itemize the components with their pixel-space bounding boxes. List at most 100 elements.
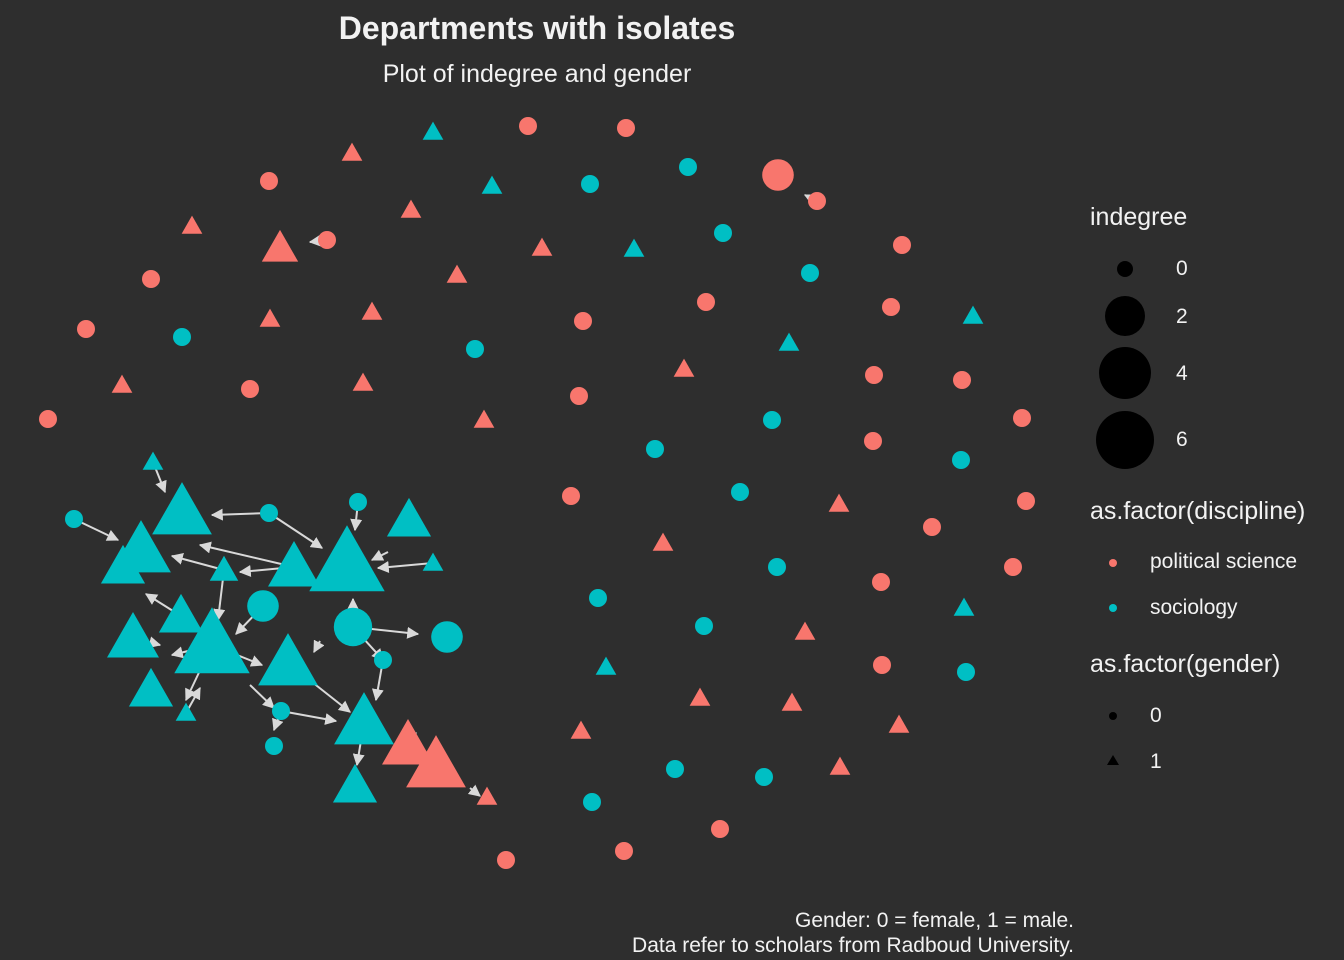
node-95	[332, 763, 378, 803]
node-92	[666, 760, 684, 778]
edge-4	[210, 508, 270, 521]
node-78	[873, 656, 891, 674]
node-59	[268, 541, 320, 587]
node-22	[882, 298, 900, 316]
node-80	[957, 663, 975, 681]
caption-line-2: Data refer to scholars from Radboud Univ…	[632, 934, 1074, 957]
node-44	[952, 451, 970, 469]
node-4	[679, 158, 697, 176]
node-96	[476, 786, 498, 805]
node-85	[175, 702, 197, 721]
chart-title: Departments with isolates	[338, 10, 736, 46]
legend-size-glyph-2	[1105, 296, 1145, 336]
edge-18	[313, 639, 325, 654]
node-60	[209, 555, 239, 581]
legend-color-title: as.factor(discipline)	[1090, 497, 1306, 525]
node-100	[497, 851, 515, 869]
node-3	[341, 142, 363, 161]
node-15	[531, 237, 553, 256]
legend-shape-label-0: 0	[1150, 704, 1162, 727]
legend-shape-glyph-0	[1109, 712, 1117, 720]
node-68	[953, 597, 975, 616]
legend-color-label-political-science: political science	[1150, 550, 1298, 573]
caption-line-1: Gender: 0 = female, 1 = male.	[795, 909, 1074, 932]
node-67	[247, 590, 279, 622]
node-66	[589, 589, 607, 607]
node-11	[181, 215, 203, 234]
node-98	[711, 820, 729, 838]
node-81	[128, 667, 174, 707]
node-48	[1017, 492, 1035, 510]
node-83	[781, 692, 803, 711]
node-63	[1004, 558, 1022, 576]
node-29	[778, 332, 800, 351]
chart-subtitle: Plot of indegree and gender	[382, 60, 692, 88]
legend-size-label-2: 2	[1176, 305, 1188, 328]
node-6	[260, 172, 278, 190]
node-7	[581, 175, 599, 193]
node-87	[888, 714, 910, 733]
node-26	[962, 305, 984, 324]
node-75	[174, 607, 250, 674]
node-94	[755, 768, 773, 786]
node-84	[272, 702, 290, 720]
node-45	[142, 451, 164, 470]
node-97	[583, 793, 601, 811]
legend-size-label-6: 6	[1176, 428, 1188, 451]
legend-size-glyph-4	[1099, 347, 1151, 399]
node-55	[923, 518, 941, 536]
node-35	[352, 372, 374, 391]
node-8	[481, 175, 503, 194]
nodes-layer	[39, 117, 1035, 869]
node-54	[386, 497, 432, 537]
node-16	[623, 238, 645, 257]
legend-color-glyph-sociology	[1109, 604, 1117, 612]
node-64	[100, 544, 146, 584]
edges-layer	[73, 194, 818, 797]
node-43	[646, 440, 664, 458]
node-51	[152, 482, 212, 535]
node-49	[828, 493, 850, 512]
node-56	[652, 532, 674, 551]
node-17	[893, 236, 911, 254]
node-33	[953, 371, 971, 389]
node-18	[801, 264, 819, 282]
node-1	[617, 119, 635, 137]
node-40	[763, 411, 781, 429]
legend-size-glyph-6	[1096, 411, 1154, 469]
node-14	[261, 229, 299, 262]
edge-25	[280, 710, 338, 725]
legend-glyphs	[1096, 261, 1154, 765]
edge-26	[249, 684, 275, 709]
node-23	[361, 301, 383, 320]
legend-color-glyph-political-science	[1109, 559, 1117, 567]
node-42	[864, 432, 882, 450]
node-13	[318, 231, 336, 249]
node-30	[466, 340, 484, 358]
node-90	[265, 737, 283, 755]
legend-shape-title: as.factor(gender)	[1090, 650, 1281, 678]
node-71	[695, 617, 713, 635]
node-52	[260, 504, 278, 522]
node-12	[714, 224, 732, 242]
node-2	[422, 121, 444, 140]
node-86	[334, 692, 394, 745]
node-76	[258, 633, 318, 686]
node-72	[794, 621, 816, 640]
legend-size-title: indegree	[1090, 203, 1188, 231]
node-31	[673, 358, 695, 377]
node-20	[142, 270, 160, 288]
node-19	[446, 264, 468, 283]
node-93	[829, 756, 851, 775]
node-47	[562, 487, 580, 505]
node-74	[107, 612, 159, 658]
node-82	[689, 687, 711, 706]
legend-size-label-4: 4	[1176, 362, 1188, 385]
edge-9	[170, 553, 225, 571]
edge-10	[370, 549, 389, 561]
node-21	[697, 293, 715, 311]
node-5	[762, 159, 794, 191]
node-32	[865, 366, 883, 384]
node-37	[570, 387, 588, 405]
node-38	[39, 410, 57, 428]
